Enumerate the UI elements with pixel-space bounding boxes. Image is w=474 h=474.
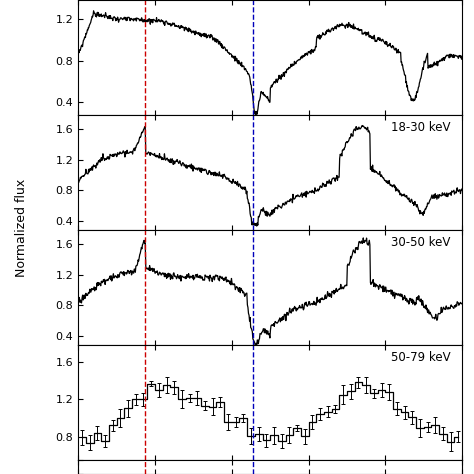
Text: 18-30 keV: 18-30 keV <box>391 121 451 134</box>
Text: 50-79 keV: 50-79 keV <box>391 351 451 364</box>
Text: Normalized flux: Normalized flux <box>15 178 28 277</box>
Text: 30-50 keV: 30-50 keV <box>391 236 451 249</box>
